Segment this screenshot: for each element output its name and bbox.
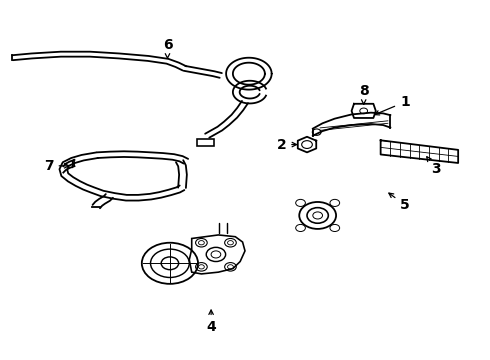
Bar bbox=[196, 139, 214, 146]
Text: 6: 6 bbox=[163, 38, 172, 58]
Text: 1: 1 bbox=[375, 95, 410, 115]
Text: 3: 3 bbox=[427, 157, 441, 176]
Text: 8: 8 bbox=[359, 84, 368, 104]
Text: 2: 2 bbox=[276, 138, 296, 152]
Text: 4: 4 bbox=[206, 310, 216, 334]
Text: 5: 5 bbox=[389, 193, 410, 212]
Text: 7: 7 bbox=[44, 159, 69, 173]
